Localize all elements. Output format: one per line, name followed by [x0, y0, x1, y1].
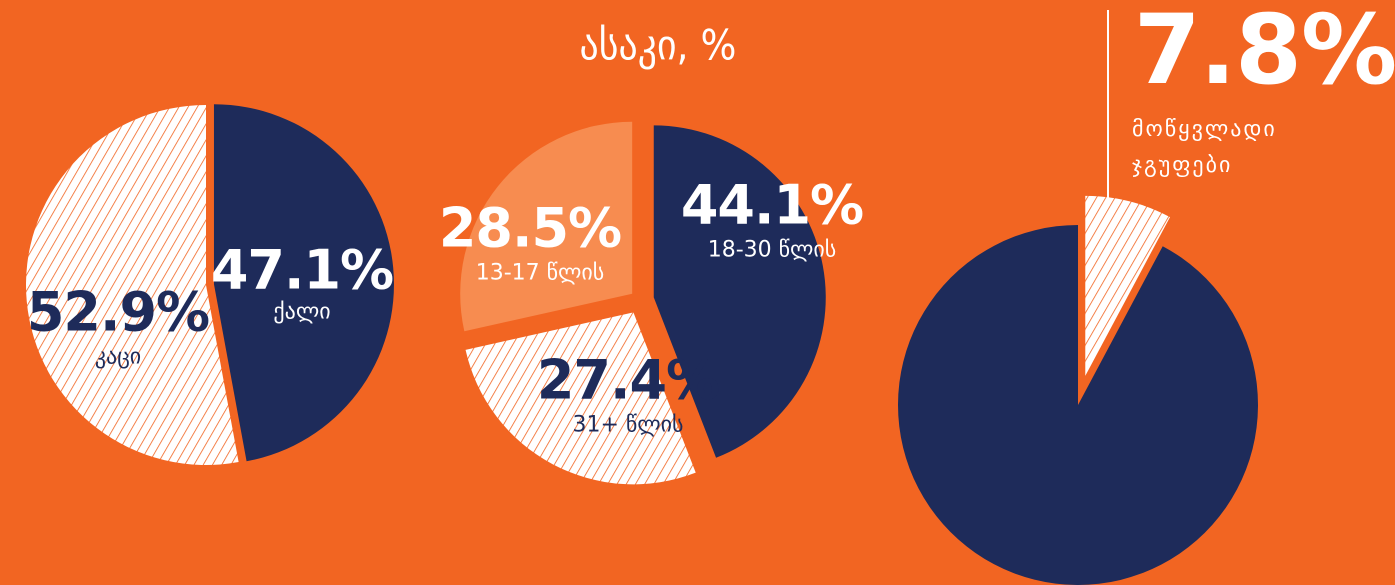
- slice-label: ქალი: [273, 299, 331, 325]
- chart-title: ასაკი, %: [579, 20, 737, 70]
- value-label: 7.8%: [1133, 0, 1395, 106]
- value-label: 47.1%: [210, 238, 394, 302]
- slice-label: კაცი: [94, 344, 142, 370]
- pie-slice: [213, 104, 394, 462]
- pie-slice: [26, 105, 239, 465]
- slice-label: 13-17 წლის: [475, 260, 605, 286]
- value-label: 27.4%: [536, 348, 720, 412]
- pie-slice: [1085, 195, 1171, 376]
- value-label: 44.1%: [680, 173, 864, 237]
- pie-slice: [465, 312, 696, 485]
- value-label: 28.5%: [438, 196, 622, 260]
- pie-slice: [898, 225, 1259, 585]
- slice-label: მოწყვლადი ჯგუფები: [1132, 117, 1277, 178]
- pie-slice: [460, 121, 633, 332]
- pie-slice: [653, 125, 826, 458]
- slice-label: 18-30 წლის: [707, 237, 837, 263]
- value-label: 52.9%: [26, 280, 210, 344]
- slice-label: 31+ წლის: [572, 412, 684, 438]
